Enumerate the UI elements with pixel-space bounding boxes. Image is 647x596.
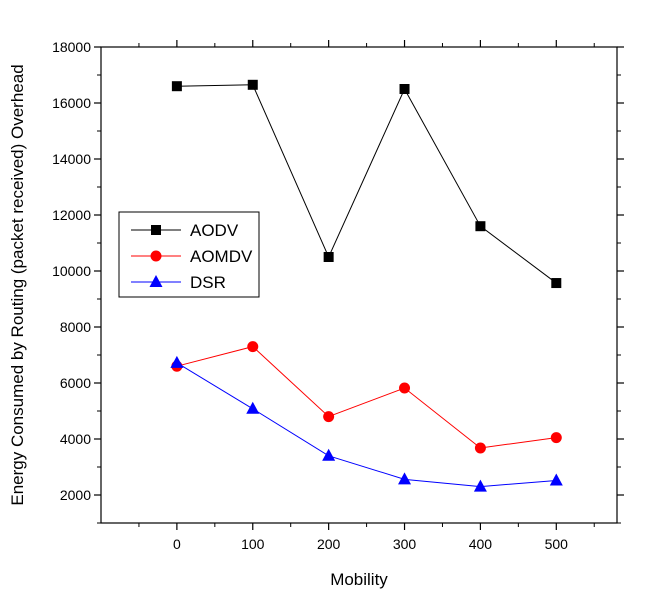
x-tick-label: 500 xyxy=(545,536,569,552)
legend-marker xyxy=(149,275,163,287)
legend-label: AODV xyxy=(190,221,239,240)
data-point xyxy=(550,432,562,444)
y-tick-label: 18000 xyxy=(52,39,91,55)
legend-marker xyxy=(150,250,162,262)
data-point xyxy=(399,382,411,394)
legend-marker xyxy=(151,225,161,235)
series-line xyxy=(176,346,557,449)
legend-item-aomdv: AOMDV xyxy=(131,247,253,266)
y-tick-label: 2000 xyxy=(60,487,91,503)
data-point xyxy=(323,252,334,262)
series-aomdv xyxy=(171,341,562,454)
legend-item-aodv: AODV xyxy=(131,221,239,240)
data-point xyxy=(398,472,412,485)
series-aodv xyxy=(171,79,562,289)
data-point xyxy=(247,79,258,90)
data-point xyxy=(473,479,487,492)
legend: AODV AOMDV DSR xyxy=(118,211,260,298)
data-point xyxy=(323,411,335,423)
series-line xyxy=(176,84,557,284)
data-point xyxy=(475,221,486,232)
axis-ticks: 0 100 200 300 400 500 2000 4000 6000 8000 10000 120… xyxy=(52,39,624,552)
y-tick-label: 14000 xyxy=(52,151,91,167)
y-axis-label: Energy Consumed by Routing (packet recei… xyxy=(8,64,27,505)
x-axis-label: Mobility xyxy=(330,570,388,589)
legend-label: AOMDV xyxy=(190,247,253,266)
y-tick-label: 12000 xyxy=(52,207,91,223)
x-tick-label: 0 xyxy=(173,536,181,552)
data-point xyxy=(247,341,259,353)
x-tick-label: 100 xyxy=(241,536,265,552)
legend-item-dsr: DSR xyxy=(131,273,226,292)
y-tick-label: 8000 xyxy=(60,319,91,335)
x-tick-label: 200 xyxy=(317,536,341,552)
y-tick-label: 16000 xyxy=(52,95,91,111)
legend-label: DSR xyxy=(190,273,226,292)
series-line xyxy=(176,362,557,488)
data-point xyxy=(549,473,563,486)
plot-frame xyxy=(100,46,618,524)
y-tick-label: 6000 xyxy=(60,375,91,391)
y-tick-label: 4000 xyxy=(60,431,91,447)
series-layer xyxy=(170,79,563,492)
data-point xyxy=(322,448,336,461)
data-point xyxy=(399,84,410,94)
legend-box xyxy=(118,211,260,298)
data-point xyxy=(170,355,184,368)
x-tick-label: 300 xyxy=(393,536,417,552)
data-point xyxy=(474,442,486,454)
series-dsr xyxy=(170,355,563,492)
y-tick-label: 10000 xyxy=(52,263,91,279)
x-tick-label: 400 xyxy=(469,536,493,552)
data-point xyxy=(246,401,260,414)
data-point xyxy=(171,81,182,92)
data-point xyxy=(551,278,562,289)
